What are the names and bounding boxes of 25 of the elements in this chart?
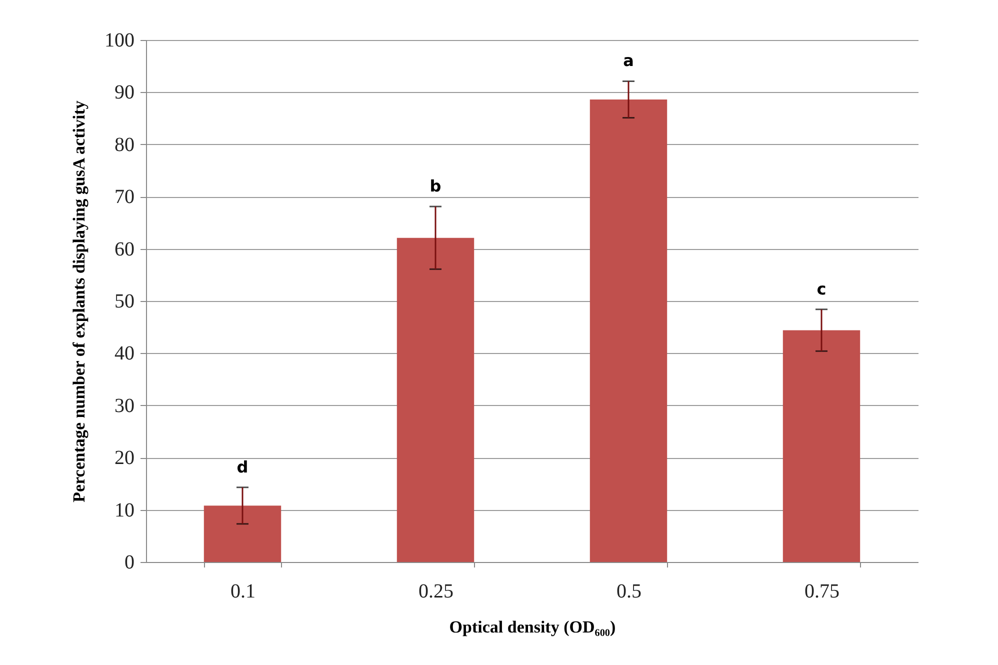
y-tick-label: 10: [114, 499, 134, 522]
bar: [782, 330, 860, 562]
annotation: b: [430, 176, 442, 196]
x-tick-label: 0.1: [230, 580, 256, 602]
bar: [204, 506, 282, 562]
x-tick-label: 0.75: [804, 580, 840, 602]
x-tick-label: 0.5: [616, 580, 642, 602]
x-axis-title: Optical density (OD₆₀₀): [449, 618, 616, 636]
x-tick-label: 0.25: [418, 580, 454, 602]
y-tick-label: 50: [114, 290, 134, 312]
y-tick-label: 80: [114, 134, 134, 156]
y-tick-label: 40: [114, 342, 134, 365]
y-axis-title: Percentage number of explants displaying gusA activity: [70, 100, 88, 502]
y-tick-label: 100: [104, 30, 134, 52]
y-tick-label: 70: [114, 186, 134, 208]
y-tick-label: 30: [114, 394, 134, 417]
y-tick-label: 20: [114, 447, 134, 470]
annotation: a: [623, 51, 634, 70]
y-tick-label: 0: [124, 552, 134, 574]
bar: [396, 238, 474, 562]
y-tick-label: 90: [114, 82, 134, 104]
annotation: c: [816, 279, 826, 298]
annotation: d: [236, 457, 248, 476]
y-tick-label: 60: [114, 238, 134, 260]
bar: [590, 100, 668, 562]
